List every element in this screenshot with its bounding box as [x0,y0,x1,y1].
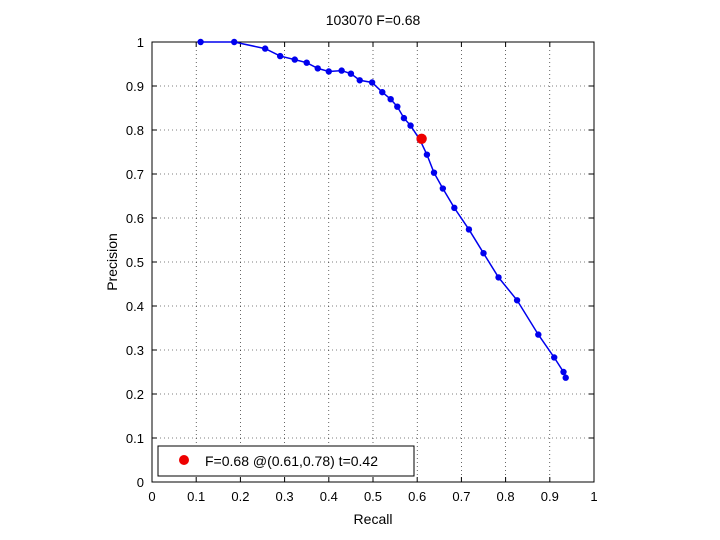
pr-point [291,56,298,63]
y-axis-label: Precision [104,233,120,291]
pr-point [387,96,394,103]
pr-point [325,68,332,75]
x-tick-label: 0.9 [541,489,559,504]
pr-point [356,77,363,84]
x-tick-label: 0.8 [497,489,515,504]
pr-point [197,38,204,46]
chart-title: 103070 F=0.68 [326,12,421,28]
y-tick-label: 0.8 [126,123,144,138]
pr-point [303,59,310,66]
best-f-point [416,133,427,144]
pr-point [480,250,487,257]
y-tick-label: 0.6 [126,211,144,226]
pr-point [261,45,269,52]
y-tick-label: 0.7 [126,167,144,182]
x-tick-label: 1 [590,489,597,504]
y-tick-label: 0.9 [126,79,144,94]
x-tick-label: 0.1 [187,489,205,504]
y-tick-label: 0.2 [126,387,144,402]
x-tick-label: 0.3 [276,489,294,504]
pr-point [430,169,438,176]
pr-point [394,103,401,110]
pr-point [495,274,502,281]
pr-point [423,151,431,158]
x-tick-label: 0.5 [364,489,382,504]
pr-point [231,38,238,46]
pr-point [513,297,521,304]
legend-box [157,445,415,477]
pr-point [551,354,558,361]
pr-point [465,226,473,233]
pr-point [535,331,542,338]
pr-point [379,88,386,96]
pr-point [314,65,321,72]
y-tick-label: 0.3 [126,343,144,358]
y-tick-label: 1 [137,35,144,50]
pr-point [407,122,414,129]
y-tick-label: 0.5 [126,255,144,270]
pr-point [451,204,458,212]
grid [152,42,594,482]
pr-point [338,67,345,74]
x-tick-label: 0 [148,489,155,504]
pr-point [368,79,376,86]
series-layer [197,38,569,381]
x-axis-label: Recall [354,511,393,527]
y-tick-label: 0.1 [126,431,144,446]
x-tick-label: 0.4 [320,489,338,504]
x-tick-label: 0.7 [452,489,470,504]
pr-point [400,114,408,122]
legend-label: F=0.68 @(0.61,0.78) t=0.42 [205,453,378,469]
legend-marker [179,455,189,465]
x-tick-label: 0.2 [231,489,249,504]
axis-ticks: 0 0.1 0.2 0.3 0.4 0.5 0.6 0.7 0.8 0.9 1 0 0.1 0.2 0.3 0… [126,35,598,504]
pr-point [560,368,567,376]
pr-point [562,374,569,381]
y-tick-label: 0.4 [126,299,144,314]
y-tick-label: 0 [137,475,144,490]
x-tick-label: 0.6 [408,489,426,504]
legend: F=0.68 @(0.61,0.78) t=0.42 [157,445,415,477]
pr-point [276,52,284,60]
pr-point [439,185,447,192]
pr-point [347,70,355,77]
